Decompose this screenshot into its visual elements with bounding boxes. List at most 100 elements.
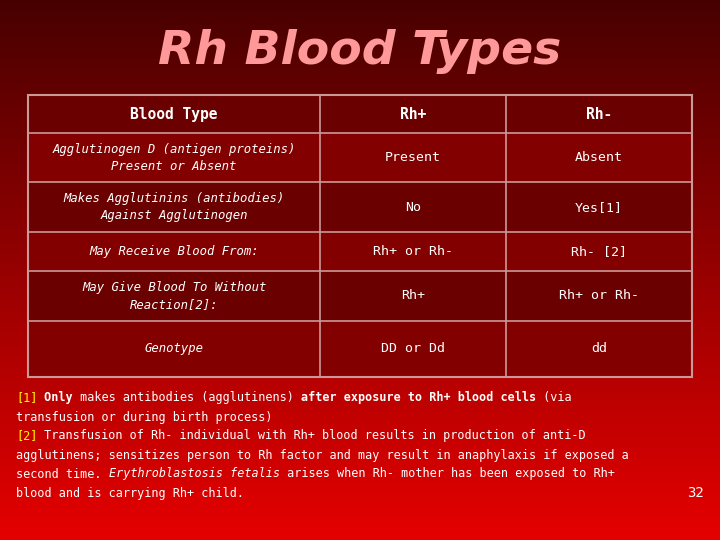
Bar [0, 484, 720, 486]
Bar [0, 211, 720, 212]
Bar [0, 490, 720, 491]
Text: Rh+ or Rh-: Rh+ or Rh- [373, 245, 453, 258]
Bar [0, 405, 720, 407]
Bar [0, 414, 720, 416]
Bar [0, 508, 720, 509]
Bar [0, 509, 720, 511]
Bar [0, 173, 720, 174]
Bar [0, 268, 720, 270]
Bar [0, 236, 720, 238]
Bar [0, 63, 720, 65]
Bar [0, 293, 720, 295]
Bar [0, 153, 720, 155]
Text: Rh Blood Types: Rh Blood Types [158, 30, 562, 75]
Bar [0, 333, 720, 335]
Bar [0, 441, 720, 443]
Bar [0, 155, 720, 157]
Bar [0, 119, 720, 120]
Bar [0, 281, 720, 282]
Bar [0, 130, 720, 131]
Bar [0, 366, 720, 367]
Bar [0, 292, 720, 293]
Bar [0, 488, 720, 490]
Bar [0, 385, 720, 387]
Bar [0, 497, 720, 498]
Bar [0, 31, 720, 32]
Bar [0, 191, 720, 193]
Bar [0, 261, 720, 263]
Bar [0, 101, 720, 103]
Bar [0, 504, 720, 506]
Bar [0, 93, 720, 96]
Bar [0, 416, 720, 417]
Bar [0, 85, 720, 86]
Bar [0, 174, 720, 177]
Bar [28, 321, 692, 377]
Bar [0, 389, 720, 390]
Bar [0, 382, 720, 383]
Bar [0, 220, 720, 221]
Bar [0, 74, 720, 76]
Bar [0, 380, 720, 382]
Bar [0, 309, 720, 312]
Bar [0, 200, 720, 201]
Bar [0, 27, 720, 29]
Bar [0, 466, 720, 468]
Text: DD or Dd: DD or Dd [381, 342, 445, 355]
Bar [0, 299, 720, 301]
Bar [0, 301, 720, 302]
Bar [28, 133, 692, 183]
Bar [0, 428, 720, 430]
Bar [0, 239, 720, 241]
Bar [0, 182, 720, 184]
Bar [0, 452, 720, 454]
Bar [0, 493, 720, 495]
Bar [0, 315, 720, 317]
Text: No: No [405, 200, 421, 214]
Bar [0, 5, 720, 7]
Text: May Give Blood To Without
Reaction[2]:: May Give Blood To Without Reaction[2]: [82, 281, 266, 311]
Bar [0, 524, 720, 525]
Bar [0, 196, 720, 198]
Bar [0, 248, 720, 250]
Bar [0, 9, 720, 11]
Bar [0, 459, 720, 461]
Text: Rh-: Rh- [586, 106, 612, 122]
Bar [0, 463, 720, 464]
Bar [0, 72, 720, 74]
Text: Yes[1]: Yes[1] [575, 200, 623, 214]
Bar [0, 151, 720, 153]
Bar [0, 49, 720, 50]
Bar [0, 207, 720, 209]
Bar [0, 36, 720, 38]
Bar [0, 177, 720, 178]
Text: after exposure to Rh+ blood cells: after exposure to Rh+ blood cells [301, 392, 536, 404]
Bar [0, 410, 720, 412]
Text: makes antibodies (agglutinens): makes antibodies (agglutinens) [73, 392, 301, 404]
Text: Rh+: Rh+ [400, 106, 426, 122]
Bar [0, 238, 720, 239]
Bar [0, 403, 720, 405]
Bar [0, 169, 720, 171]
Bar [0, 126, 720, 128]
Bar [0, 393, 720, 394]
Bar [0, 171, 720, 173]
Bar [0, 479, 720, 481]
Bar [0, 533, 720, 535]
Bar [0, 167, 720, 169]
Bar [0, 351, 720, 353]
Bar [0, 218, 720, 220]
Bar [0, 201, 720, 204]
Bar [0, 329, 720, 331]
Text: Genotype: Genotype [145, 342, 204, 355]
Bar [0, 58, 720, 59]
Bar [0, 324, 720, 326]
Bar [0, 106, 720, 108]
Bar [0, 193, 720, 194]
Bar [0, 234, 720, 236]
Bar [0, 468, 720, 470]
Bar [0, 344, 720, 346]
Bar [0, 407, 720, 409]
Bar [0, 295, 720, 297]
Bar [0, 259, 720, 261]
